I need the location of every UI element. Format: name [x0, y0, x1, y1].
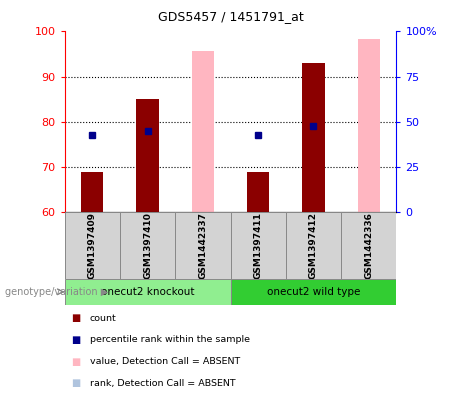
Text: ■: ■ — [71, 356, 81, 367]
Text: GSM1397412: GSM1397412 — [309, 212, 318, 279]
FancyBboxPatch shape — [230, 279, 396, 305]
FancyBboxPatch shape — [230, 212, 286, 279]
FancyBboxPatch shape — [341, 212, 396, 279]
Text: GDS5457 / 1451791_at: GDS5457 / 1451791_at — [158, 10, 303, 23]
Text: count: count — [90, 314, 117, 323]
Bar — [247, 171, 269, 212]
Text: onecut2 knockout: onecut2 knockout — [101, 287, 194, 297]
Text: value, Detection Call = ABSENT: value, Detection Call = ABSENT — [90, 357, 240, 366]
Bar — [136, 99, 159, 212]
FancyBboxPatch shape — [65, 212, 120, 279]
Text: rank, Detection Call = ABSENT: rank, Detection Call = ABSENT — [90, 379, 236, 387]
Text: percentile rank within the sample: percentile rank within the sample — [90, 336, 250, 344]
Text: genotype/variation ▶: genotype/variation ▶ — [5, 287, 108, 297]
Text: ■: ■ — [71, 335, 81, 345]
Text: ■: ■ — [71, 313, 81, 323]
Bar — [358, 39, 380, 212]
FancyBboxPatch shape — [65, 279, 230, 305]
Bar — [302, 63, 325, 212]
Bar — [81, 171, 103, 212]
Bar — [192, 51, 214, 212]
Text: GSM1442336: GSM1442336 — [364, 212, 373, 279]
Text: ■: ■ — [71, 378, 81, 388]
Text: onecut2 wild type: onecut2 wild type — [267, 287, 360, 297]
FancyBboxPatch shape — [175, 212, 230, 279]
FancyBboxPatch shape — [120, 212, 175, 279]
Text: GSM1397411: GSM1397411 — [254, 212, 263, 279]
Text: GSM1442337: GSM1442337 — [198, 212, 207, 279]
Text: GSM1397409: GSM1397409 — [88, 212, 97, 279]
FancyBboxPatch shape — [286, 212, 341, 279]
Text: GSM1397410: GSM1397410 — [143, 212, 152, 279]
